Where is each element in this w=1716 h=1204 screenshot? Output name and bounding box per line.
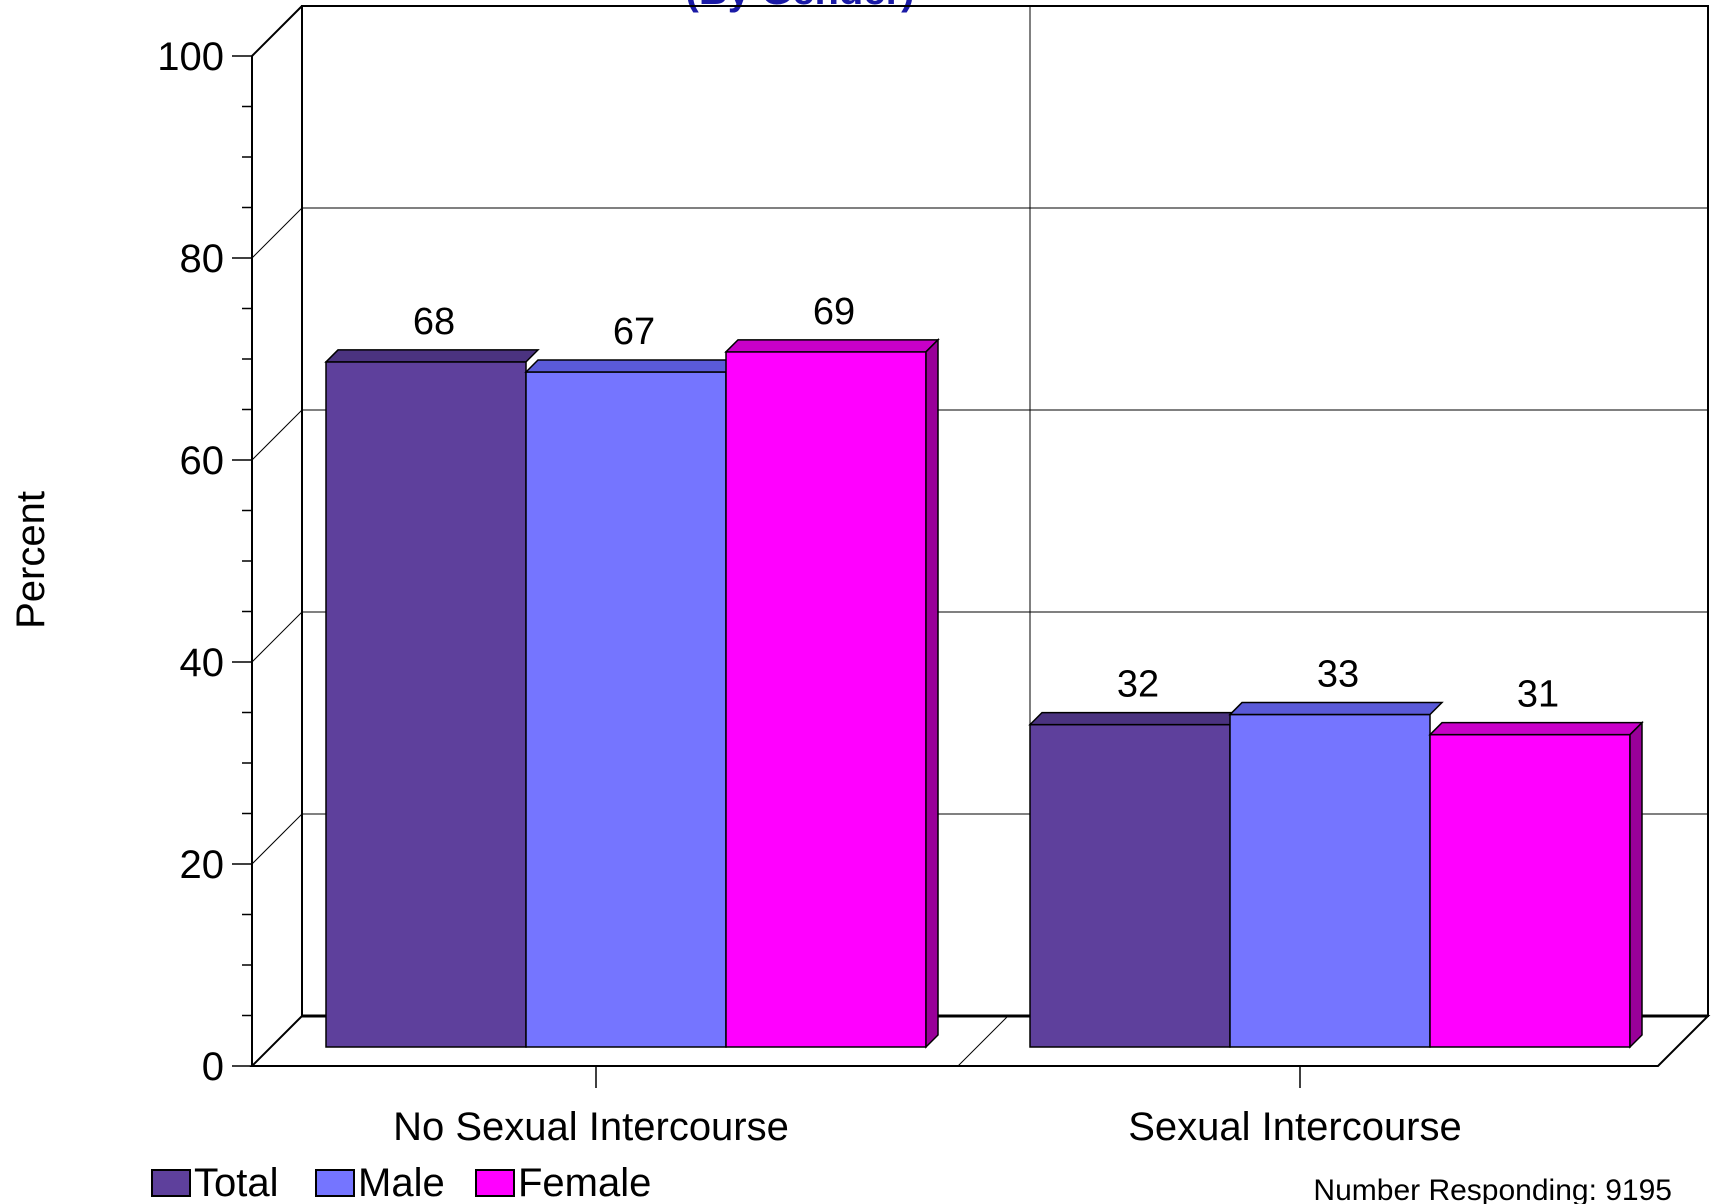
bar-side-female-0 — [925, 338, 939, 1049]
category-labels-group: No Sexual Intercourse Sexual Intercourse — [393, 1066, 1462, 1149]
bars-group — [324, 338, 1644, 1049]
side-grid-line — [251, 207, 303, 259]
bar-male-0 — [525, 371, 727, 1048]
bar-top-total-1 — [1028, 711, 1244, 726]
y-tick-label: 100 — [157, 35, 224, 79]
bar-female-1 — [1429, 733, 1631, 1048]
legend-label-female: Female — [518, 1161, 651, 1204]
data-labels-group: 68 67 69 32 33 31 — [413, 291, 1559, 716]
bar-top-female-0 — [724, 339, 940, 353]
bar-total-1 — [1029, 723, 1231, 1048]
y-tick-label: 0 — [202, 1045, 224, 1089]
side-grid-line — [251, 813, 303, 865]
bar-female-0 — [725, 351, 927, 1048]
data-label: 33 — [1317, 654, 1359, 696]
bar-top-male-0 — [524, 359, 740, 373]
side-grid-line — [251, 409, 303, 461]
y-tick-label: 60 — [180, 439, 225, 483]
bar-top-female-1 — [1428, 721, 1644, 736]
legend-label-male: Male — [358, 1161, 445, 1204]
y-tick-label: 40 — [180, 641, 225, 685]
bar-top-total-0 — [324, 349, 540, 363]
legend: Total Male Female — [151, 1161, 651, 1204]
category-label: No Sexual Intercourse — [393, 1105, 789, 1149]
bar-side-female-1 — [1629, 720, 1643, 1049]
data-label: 31 — [1517, 674, 1559, 716]
bar-total-0 — [325, 361, 527, 1048]
y-tick-label: 20 — [180, 843, 225, 887]
bar-top-male-1 — [1228, 701, 1444, 716]
side-grid-line — [251, 611, 303, 663]
data-label: 67 — [613, 311, 655, 353]
bar-male-1 — [1229, 713, 1431, 1048]
legend-swatch-female — [475, 1169, 515, 1197]
y-tick-label: 80 — [180, 237, 225, 281]
legend-label-total: Total — [194, 1161, 279, 1204]
category-label: Sexual Intercourse — [1128, 1105, 1462, 1149]
data-label: 32 — [1117, 664, 1159, 706]
data-label: 69 — [813, 291, 855, 333]
legend-swatch-male — [315, 1169, 355, 1197]
y-axis: 0 20 40 60 80 100 — [157, 35, 253, 1089]
data-label: 68 — [413, 301, 455, 343]
side-wall-top-edge — [251, 5, 303, 57]
floor-divider — [957, 1015, 1009, 1067]
legend-swatch-total — [151, 1169, 191, 1197]
y-axis-label: Percent — [9, 491, 53, 629]
number-responding: Number Responding: 9195 — [1313, 1174, 1672, 1204]
